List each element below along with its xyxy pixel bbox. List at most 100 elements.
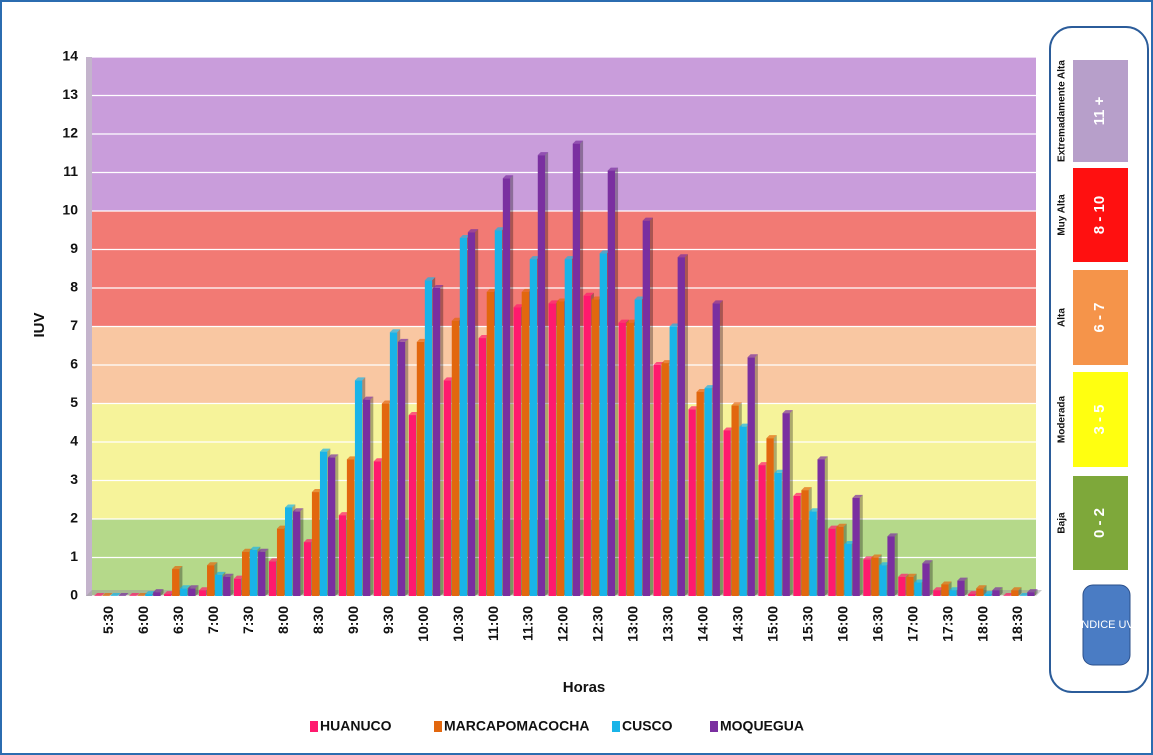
- bar-top: [502, 175, 514, 179]
- bar: [618, 322, 626, 596]
- bar: [215, 574, 223, 596]
- x-tick-label: 9:00: [345, 606, 361, 634]
- x-tick-label: 11:00: [485, 606, 501, 641]
- bar-top: [669, 323, 680, 327]
- bar: [153, 592, 161, 596]
- bar: [626, 322, 634, 596]
- bar: [704, 388, 712, 596]
- bar-top: [817, 456, 828, 460]
- bar-top: [677, 254, 688, 258]
- bar: [688, 409, 696, 596]
- bar: [793, 495, 801, 596]
- bar: [548, 303, 556, 596]
- bar-side: [580, 140, 584, 596]
- x-tick-label: 16:00: [834, 606, 850, 642]
- bar-top: [564, 256, 576, 260]
- bar-top: [389, 329, 401, 333]
- uv-level-box: [1073, 476, 1128, 570]
- y-tick-label: 1: [70, 548, 78, 564]
- bar-top: [747, 354, 758, 358]
- bar-top: [828, 525, 839, 529]
- y-tick-label: 6: [70, 356, 78, 372]
- x-tick-label: 5:30: [100, 606, 116, 634]
- y-tick-label: 12: [62, 125, 78, 141]
- bar-top: [801, 487, 812, 491]
- bar-top: [871, 554, 882, 558]
- bar: [241, 551, 250, 596]
- bar-top: [809, 508, 820, 512]
- bar-top: [572, 140, 584, 144]
- x-tick-label: 12:00: [555, 606, 571, 642]
- bar-side: [999, 587, 1003, 596]
- bar-top: [416, 338, 428, 342]
- bar: [879, 565, 887, 596]
- bar-top: [110, 593, 121, 596]
- bar-side: [195, 585, 199, 596]
- x-tick-label: 7:30: [240, 606, 256, 634]
- bar-top: [731, 402, 742, 406]
- x-tick-label: 8:30: [310, 606, 326, 634]
- bar: [922, 563, 930, 596]
- bar: [782, 413, 790, 596]
- bar: [844, 544, 852, 596]
- bar-top: [451, 317, 463, 321]
- bar-top: [153, 589, 164, 593]
- bar: [591, 299, 599, 596]
- bar: [583, 295, 591, 596]
- side-wall: [86, 57, 92, 596]
- uv-level-range: 11 +: [1091, 96, 1108, 125]
- uv-button: [1082, 584, 1131, 666]
- bar-top: [591, 296, 602, 300]
- bar-top: [521, 288, 533, 292]
- bar: [599, 253, 608, 596]
- bar: [747, 357, 755, 596]
- bar-top: [381, 400, 393, 404]
- bar-side: [1018, 587, 1022, 596]
- bar: [968, 594, 976, 596]
- x-tick-label: 12:30: [590, 606, 606, 642]
- bar: [319, 451, 328, 596]
- bar: [258, 551, 266, 596]
- bar-top: [984, 591, 995, 595]
- uv-level-name: Baja: [1057, 512, 1068, 534]
- bar-top: [852, 494, 863, 498]
- y-tick-label: 11: [63, 163, 78, 179]
- bar-top: [599, 250, 611, 254]
- bar-top: [922, 560, 933, 564]
- bar: [976, 588, 984, 596]
- bar: [529, 259, 538, 596]
- bar: [145, 594, 153, 596]
- bar-top: [207, 562, 218, 566]
- bar: [941, 584, 949, 596]
- legend-swatch: [310, 721, 318, 732]
- bar-top: [137, 593, 148, 596]
- bar-top: [949, 587, 960, 591]
- bar-top: [118, 593, 129, 596]
- y-tick-label: 10: [62, 202, 78, 218]
- bar-top: [782, 410, 793, 414]
- bar-top: [397, 338, 409, 342]
- bar-top: [863, 556, 874, 560]
- bar: [887, 536, 895, 596]
- uv-level-box: [1073, 270, 1128, 365]
- bar-top: [1019, 593, 1030, 596]
- bar-top: [293, 508, 304, 512]
- bar-top: [529, 256, 541, 260]
- bar: [494, 230, 503, 596]
- bar-top: [362, 396, 374, 400]
- y-tick-label: 0: [70, 587, 78, 603]
- bar: [572, 143, 581, 596]
- x-tick-label: 15:00: [764, 606, 780, 642]
- y-tick-label: 9: [70, 240, 78, 256]
- bar-top: [424, 277, 436, 281]
- bar-top: [284, 504, 296, 508]
- bar-top: [467, 229, 479, 233]
- bar: [556, 301, 564, 596]
- bar-side: [650, 217, 654, 596]
- bar: [408, 415, 417, 596]
- bar-top: [653, 362, 664, 365]
- bar: [634, 299, 642, 596]
- bar: [486, 291, 495, 596]
- x-tick-label: 15:30: [799, 606, 815, 642]
- bar: [852, 497, 860, 596]
